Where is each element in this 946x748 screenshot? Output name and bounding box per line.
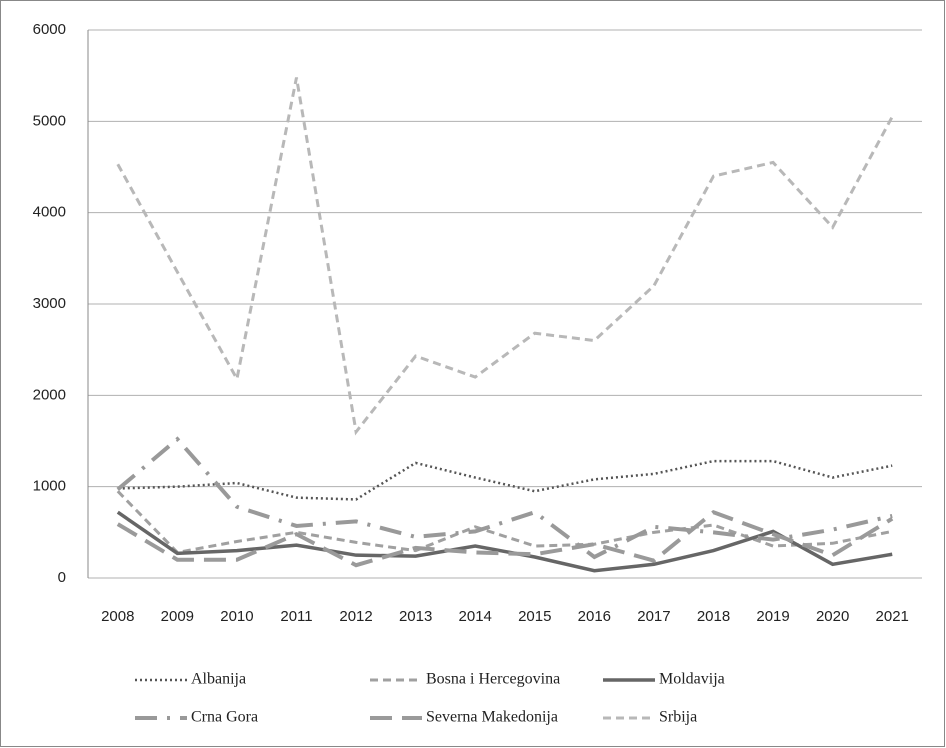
series-line: [116, 509, 894, 568]
x-tick-label: 2009: [161, 608, 194, 625]
x-tick-label: 2015: [518, 608, 551, 625]
legend-label: Severna Makedonija: [426, 709, 558, 726]
legend-label: Bosna i Hercegovina: [426, 671, 560, 688]
y-tick-label: 1000: [33, 478, 66, 495]
x-tick-label: 2012: [339, 608, 372, 625]
x-tick-label: 2008: [101, 608, 134, 625]
x-tick-label: 2019: [756, 608, 789, 625]
x-tick-label: 2014: [459, 608, 492, 625]
x-tick-label: 2011: [280, 608, 312, 625]
x-tick-label: 2021: [876, 608, 909, 625]
legend-label: Albanija: [191, 671, 246, 688]
legend-label: Crna Gora: [191, 709, 258, 726]
x-tick-label: 2010: [220, 608, 253, 625]
series-line: [116, 436, 893, 560]
y-tick-label: 5000: [33, 112, 66, 129]
legend-label: Moldavija: [659, 671, 725, 688]
series-line: [116, 510, 893, 573]
series-line: [116, 77, 894, 436]
legend-label: Srbija: [659, 709, 697, 726]
y-tick-label: 3000: [33, 295, 66, 312]
x-tick-label: 2018: [697, 608, 730, 625]
x-tick-label: 2013: [399, 608, 432, 625]
x-tick-label: 2017: [637, 608, 670, 625]
x-tick-label: 2016: [578, 608, 611, 625]
y-tick-label: 4000: [33, 204, 66, 221]
y-tick-label: 0: [58, 569, 66, 586]
y-tick-label: 2000: [33, 386, 66, 403]
series-line: [116, 490, 893, 555]
x-tick-label: 2020: [816, 608, 849, 625]
y-tick-label: 6000: [33, 21, 66, 38]
